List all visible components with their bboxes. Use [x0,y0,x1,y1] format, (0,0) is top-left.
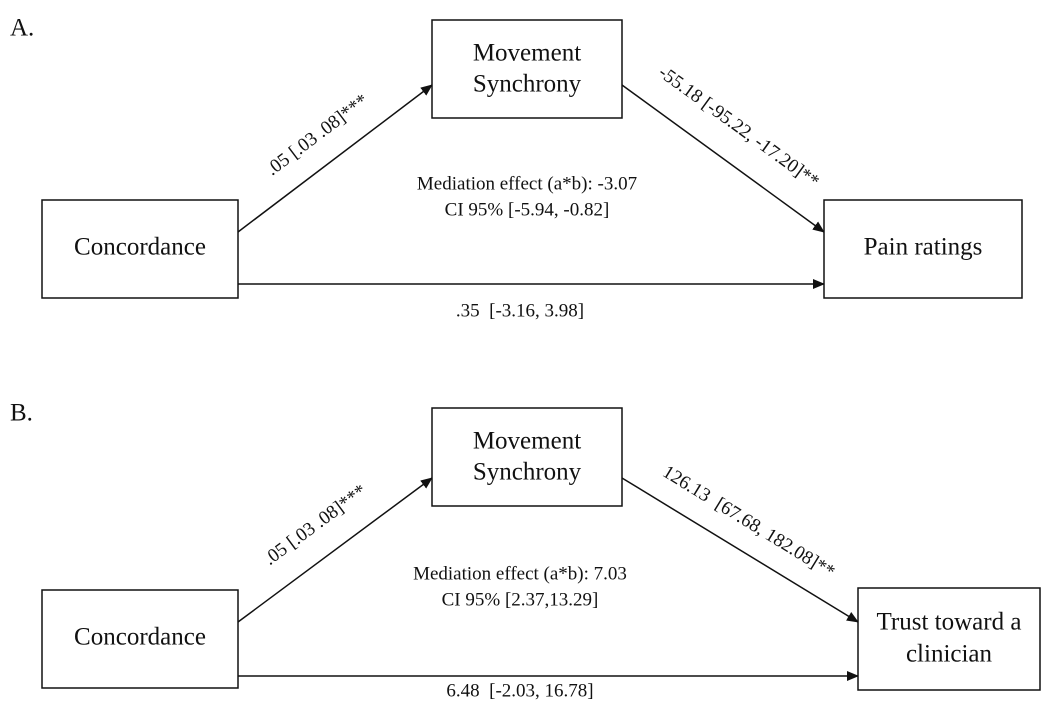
node-label: Movement [473,40,581,67]
panel-b: B. Movement Synchrony Concordance Trust … [10,400,1041,701]
arrow [621,84,825,233]
path-label: .05 [.03 .08]*** [260,480,370,569]
arrow [621,477,859,623]
path-label: .35 [-3.16, 3.98] [456,300,584,321]
node-box [41,589,239,689]
node-label: clinician [906,641,993,668]
mediation-text: Mediation effect (a*b): -3.07 [417,173,637,194]
path-label: 126.13 [67.68, 182.08]** [659,461,839,582]
mediation-text: CI 95% [-5.94, -0.82] [445,199,610,220]
node-box [41,199,239,299]
node-box [431,407,623,507]
mediation-text: Mediation effect (a*b): 7.03 [413,563,627,584]
node-label: Synchrony [473,459,582,486]
node-box [823,199,1023,299]
arrow [237,477,433,623]
node-label: Concordance [74,624,206,651]
arrow [237,84,433,233]
path-label: .05 [.03 .08]*** [262,90,372,180]
node-label: Movement [473,428,581,455]
node-label: Synchrony [473,71,582,98]
node-label: Concordance [74,234,206,261]
panel-a: A. Movement Synchrony Concordance Pain r… [10,15,1023,321]
node-box [431,19,623,119]
path-label: 6.48 [-2.03, 16.78] [446,680,593,701]
mediation-text: CI 95% [2.37,13.29] [442,589,599,610]
node-label: Trust toward a [877,609,1022,636]
node-box [857,587,1041,691]
node-label: Pain ratings [864,234,983,261]
panel-label: A. [10,15,34,42]
panel-label: B. [10,400,33,427]
